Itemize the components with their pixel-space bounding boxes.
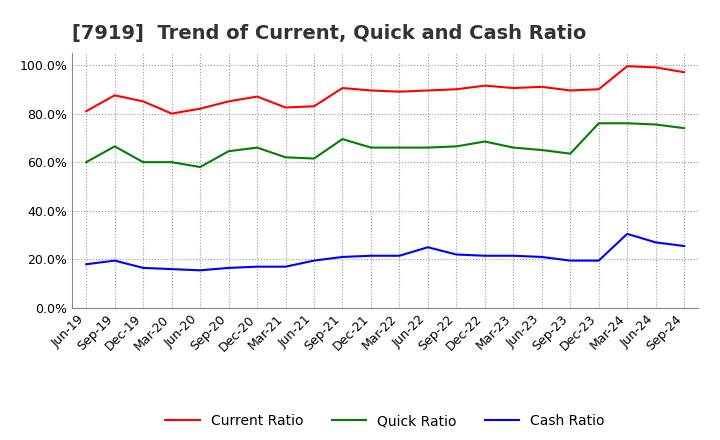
Quick Ratio xyxy=(310,156,318,161)
Current Ratio xyxy=(480,83,489,88)
Quick Ratio xyxy=(167,160,176,165)
Cash Ratio xyxy=(338,254,347,260)
Line: Current Ratio: Current Ratio xyxy=(86,66,684,114)
Current Ratio xyxy=(566,88,575,93)
Quick Ratio xyxy=(395,145,404,150)
Quick Ratio xyxy=(338,136,347,142)
Quick Ratio xyxy=(139,160,148,165)
Quick Ratio xyxy=(196,165,204,170)
Current Ratio xyxy=(509,85,518,91)
Current Ratio xyxy=(537,84,546,89)
Current Ratio xyxy=(395,89,404,94)
Quick Ratio xyxy=(566,151,575,156)
Current Ratio xyxy=(225,99,233,104)
Quick Ratio xyxy=(452,144,461,149)
Cash Ratio xyxy=(595,258,603,263)
Current Ratio xyxy=(253,94,261,99)
Quick Ratio xyxy=(282,155,290,160)
Quick Ratio xyxy=(537,147,546,153)
Cash Ratio xyxy=(310,258,318,263)
Quick Ratio xyxy=(595,121,603,126)
Quick Ratio xyxy=(253,145,261,150)
Current Ratio xyxy=(167,111,176,116)
Quick Ratio xyxy=(110,144,119,149)
Quick Ratio xyxy=(366,145,375,150)
Current Ratio xyxy=(139,99,148,104)
Quick Ratio xyxy=(652,122,660,127)
Cash Ratio xyxy=(82,262,91,267)
Cash Ratio xyxy=(509,253,518,258)
Current Ratio xyxy=(623,63,631,69)
Cash Ratio xyxy=(395,253,404,258)
Current Ratio xyxy=(423,88,432,93)
Cash Ratio xyxy=(110,258,119,263)
Quick Ratio xyxy=(480,139,489,144)
Cash Ratio xyxy=(282,264,290,269)
Current Ratio xyxy=(452,87,461,92)
Legend: Current Ratio, Quick Ratio, Cash Ratio: Current Ratio, Quick Ratio, Cash Ratio xyxy=(160,409,611,434)
Current Ratio xyxy=(82,109,91,114)
Cash Ratio xyxy=(167,267,176,272)
Quick Ratio xyxy=(423,145,432,150)
Cash Ratio xyxy=(253,264,261,269)
Cash Ratio xyxy=(566,258,575,263)
Quick Ratio xyxy=(82,160,91,165)
Quick Ratio xyxy=(680,125,688,131)
Line: Quick Ratio: Quick Ratio xyxy=(86,123,684,167)
Cash Ratio xyxy=(623,231,631,237)
Cash Ratio xyxy=(139,265,148,271)
Cash Ratio xyxy=(196,268,204,273)
Quick Ratio xyxy=(509,145,518,150)
Current Ratio xyxy=(338,85,347,91)
Current Ratio xyxy=(196,106,204,111)
Cash Ratio xyxy=(652,240,660,245)
Quick Ratio xyxy=(623,121,631,126)
Current Ratio xyxy=(110,93,119,98)
Cash Ratio xyxy=(225,265,233,271)
Current Ratio xyxy=(310,104,318,109)
Cash Ratio xyxy=(680,243,688,249)
Quick Ratio xyxy=(225,149,233,154)
Cash Ratio xyxy=(366,253,375,258)
Current Ratio xyxy=(595,87,603,92)
Line: Cash Ratio: Cash Ratio xyxy=(86,234,684,270)
Current Ratio xyxy=(680,70,688,75)
Cash Ratio xyxy=(423,245,432,250)
Cash Ratio xyxy=(452,252,461,257)
Current Ratio xyxy=(652,65,660,70)
Current Ratio xyxy=(366,88,375,93)
Current Ratio xyxy=(282,105,290,110)
Text: [7919]  Trend of Current, Quick and Cash Ratio: [7919] Trend of Current, Quick and Cash … xyxy=(72,24,586,43)
Cash Ratio xyxy=(480,253,489,258)
Cash Ratio xyxy=(537,254,546,260)
